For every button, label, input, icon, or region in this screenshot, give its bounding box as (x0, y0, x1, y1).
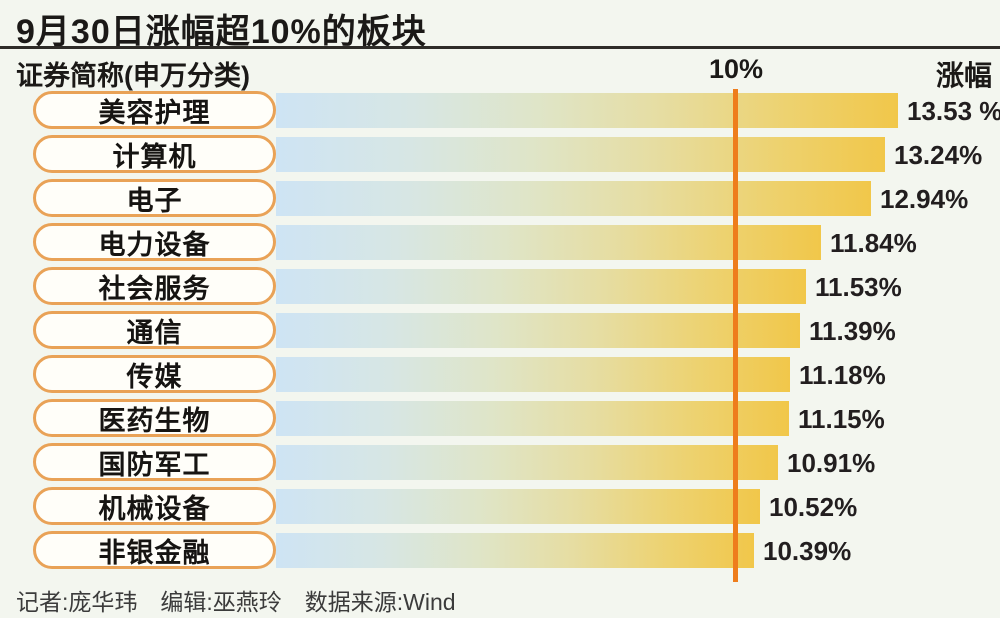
value-label: 11.15% (798, 404, 885, 434)
value-label: 13.24% (894, 140, 983, 170)
category-label: 传媒 (126, 361, 183, 392)
chart-row: 传媒 11.18% (0, 355, 1000, 395)
value-bar (276, 93, 898, 128)
threshold-line (733, 89, 738, 582)
category-label: 国防军工 (98, 449, 211, 480)
category-pill: 医药生物 (33, 399, 276, 437)
value-bar (276, 489, 760, 524)
value-bar (276, 269, 806, 304)
category-label: 机械设备 (98, 493, 211, 524)
category-label: 电子 (126, 185, 183, 216)
threshold-label: 10% (708, 54, 764, 84)
value-bar (276, 137, 885, 172)
column-header-gain: 涨幅 (935, 60, 992, 91)
value-label: 11.84% (830, 228, 917, 258)
category-pill: 计算机 (33, 135, 276, 173)
category-label: 美容护理 (98, 97, 211, 128)
value-label: 10.39% (763, 536, 852, 566)
value-label: 12.94% (880, 184, 969, 214)
category-label: 计算机 (112, 141, 197, 172)
category-pill: 电力设备 (33, 223, 276, 261)
value-bar (276, 181, 871, 216)
category-label: 医药生物 (98, 405, 211, 436)
category-pill: 美容护理 (33, 91, 276, 129)
category-label: 非银金融 (98, 537, 211, 568)
category-pill: 国防军工 (33, 443, 276, 481)
chart-row: 社会服务 11.53% (0, 267, 1000, 307)
chart-row: 国防军工 10.91% (0, 443, 1000, 483)
value-label: 11.39% (809, 316, 896, 346)
category-label: 电力设备 (98, 229, 211, 260)
chart-row: 机械设备 10.52% (0, 487, 1000, 527)
chart-row: 美容护理 13.53 % (0, 91, 1000, 131)
value-label: 11.18% (799, 360, 886, 390)
category-pill: 机械设备 (33, 487, 276, 525)
category-pill: 传媒 (33, 355, 276, 393)
chart-row: 非银金融 10.39% (0, 531, 1000, 571)
value-bar (276, 445, 778, 480)
value-bar (276, 401, 789, 436)
category-label: 社会服务 (98, 273, 211, 304)
title-divider (0, 46, 1000, 49)
chart-row: 医药生物 11.15% (0, 399, 1000, 439)
column-header-category: 证券简称(申万分类) (16, 61, 250, 91)
value-label: 13.53 % (907, 96, 1000, 126)
category-label: 通信 (126, 317, 183, 348)
category-pill: 非银金融 (33, 531, 276, 569)
value-label: 11.53% (815, 272, 902, 302)
category-pill: 社会服务 (33, 267, 276, 305)
category-pill: 通信 (33, 311, 276, 349)
value-bar (276, 533, 754, 568)
value-bar (276, 357, 790, 392)
value-bar (276, 313, 800, 348)
chart-row: 通信 11.39% (0, 311, 1000, 351)
value-bar (276, 225, 821, 260)
chart-row: 电子 12.94% (0, 179, 1000, 219)
value-label: 10.91% (787, 448, 876, 478)
chart-row: 计算机 13.24% (0, 135, 1000, 175)
page-title: 9月30日涨幅超10%的板块 (16, 13, 427, 51)
category-pill: 电子 (33, 179, 276, 217)
chart-row: 电力设备 11.84% (0, 223, 1000, 263)
value-label: 10.52% (769, 492, 858, 522)
credits-text: 记者:庞华玮 编辑:巫燕玲 数据来源:Wind (16, 589, 456, 615)
